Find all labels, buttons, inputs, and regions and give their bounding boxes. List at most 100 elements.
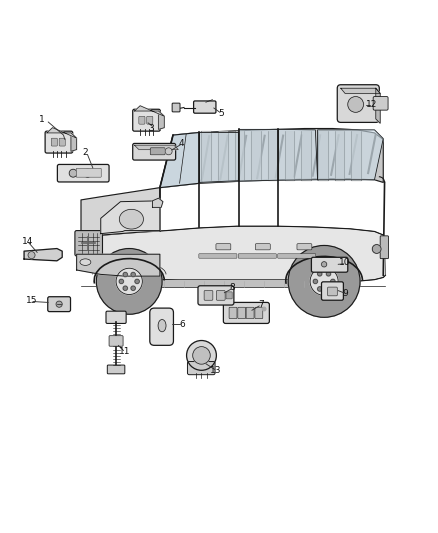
FancyBboxPatch shape xyxy=(133,143,176,160)
Polygon shape xyxy=(318,131,328,180)
Polygon shape xyxy=(160,133,199,188)
Circle shape xyxy=(56,301,62,307)
Text: 2: 2 xyxy=(83,148,88,157)
Text: 11: 11 xyxy=(119,348,131,357)
Polygon shape xyxy=(71,133,77,151)
FancyBboxPatch shape xyxy=(172,103,180,112)
FancyBboxPatch shape xyxy=(297,244,312,250)
FancyBboxPatch shape xyxy=(76,168,101,177)
Text: 1: 1 xyxy=(39,115,45,124)
Circle shape xyxy=(131,286,135,290)
Text: 14: 14 xyxy=(21,237,33,246)
Circle shape xyxy=(84,169,92,177)
Circle shape xyxy=(326,272,331,276)
FancyBboxPatch shape xyxy=(133,109,160,131)
Polygon shape xyxy=(301,131,311,180)
FancyBboxPatch shape xyxy=(45,131,73,153)
FancyBboxPatch shape xyxy=(199,254,237,258)
FancyBboxPatch shape xyxy=(216,290,225,300)
FancyBboxPatch shape xyxy=(373,96,388,110)
Circle shape xyxy=(372,245,381,253)
FancyBboxPatch shape xyxy=(278,254,316,258)
FancyBboxPatch shape xyxy=(106,311,126,324)
Text: 10: 10 xyxy=(339,259,351,268)
FancyBboxPatch shape xyxy=(59,138,65,146)
Circle shape xyxy=(310,268,338,295)
FancyBboxPatch shape xyxy=(198,286,234,305)
FancyBboxPatch shape xyxy=(321,282,343,300)
FancyBboxPatch shape xyxy=(380,236,389,259)
Text: 12: 12 xyxy=(366,100,377,109)
FancyBboxPatch shape xyxy=(238,254,276,258)
Circle shape xyxy=(318,272,322,276)
FancyBboxPatch shape xyxy=(216,244,231,250)
Polygon shape xyxy=(201,131,211,180)
Ellipse shape xyxy=(119,209,143,229)
Polygon shape xyxy=(278,130,318,180)
Polygon shape xyxy=(341,88,380,93)
Circle shape xyxy=(123,286,127,290)
FancyBboxPatch shape xyxy=(159,280,310,287)
FancyBboxPatch shape xyxy=(109,336,123,346)
FancyBboxPatch shape xyxy=(223,302,269,324)
Polygon shape xyxy=(251,131,261,180)
FancyBboxPatch shape xyxy=(311,257,348,272)
Polygon shape xyxy=(24,248,62,261)
Circle shape xyxy=(313,279,318,284)
Polygon shape xyxy=(47,128,77,138)
Circle shape xyxy=(116,268,142,295)
Polygon shape xyxy=(134,145,178,150)
Polygon shape xyxy=(235,131,244,180)
FancyBboxPatch shape xyxy=(255,307,263,319)
FancyBboxPatch shape xyxy=(255,244,270,250)
Polygon shape xyxy=(159,111,164,130)
FancyBboxPatch shape xyxy=(187,361,215,375)
Polygon shape xyxy=(218,131,228,180)
Circle shape xyxy=(321,262,327,267)
Circle shape xyxy=(348,96,364,112)
Text: 3: 3 xyxy=(148,124,154,133)
Circle shape xyxy=(288,246,360,317)
FancyBboxPatch shape xyxy=(204,290,213,300)
Text: 4: 4 xyxy=(179,139,184,148)
Circle shape xyxy=(262,307,266,311)
Polygon shape xyxy=(160,128,383,188)
Polygon shape xyxy=(134,106,164,116)
FancyBboxPatch shape xyxy=(75,231,102,256)
Ellipse shape xyxy=(80,259,91,265)
Circle shape xyxy=(28,252,35,259)
FancyBboxPatch shape xyxy=(194,101,216,113)
Polygon shape xyxy=(335,131,344,180)
FancyBboxPatch shape xyxy=(337,85,379,123)
Circle shape xyxy=(318,287,322,291)
FancyBboxPatch shape xyxy=(246,307,254,319)
Text: 6: 6 xyxy=(179,320,185,329)
Polygon shape xyxy=(268,131,278,180)
Circle shape xyxy=(331,279,335,284)
FancyBboxPatch shape xyxy=(57,165,109,182)
FancyBboxPatch shape xyxy=(139,116,145,124)
FancyBboxPatch shape xyxy=(238,307,246,319)
FancyBboxPatch shape xyxy=(147,116,153,124)
Text: 8: 8 xyxy=(229,283,235,292)
Circle shape xyxy=(135,279,139,284)
Polygon shape xyxy=(376,88,380,123)
FancyBboxPatch shape xyxy=(107,365,125,374)
Text: 7: 7 xyxy=(258,300,264,309)
Polygon shape xyxy=(285,131,294,180)
Circle shape xyxy=(69,169,77,177)
Polygon shape xyxy=(239,130,278,181)
FancyBboxPatch shape xyxy=(51,138,57,146)
Circle shape xyxy=(326,287,331,291)
Text: 15: 15 xyxy=(26,296,37,305)
FancyBboxPatch shape xyxy=(150,148,165,155)
FancyBboxPatch shape xyxy=(226,292,232,299)
Circle shape xyxy=(165,148,172,155)
Circle shape xyxy=(187,341,216,370)
FancyBboxPatch shape xyxy=(229,307,237,319)
Polygon shape xyxy=(199,133,239,182)
Polygon shape xyxy=(77,254,160,276)
Text: 13: 13 xyxy=(210,366,222,375)
FancyBboxPatch shape xyxy=(48,297,71,312)
Polygon shape xyxy=(318,130,383,180)
